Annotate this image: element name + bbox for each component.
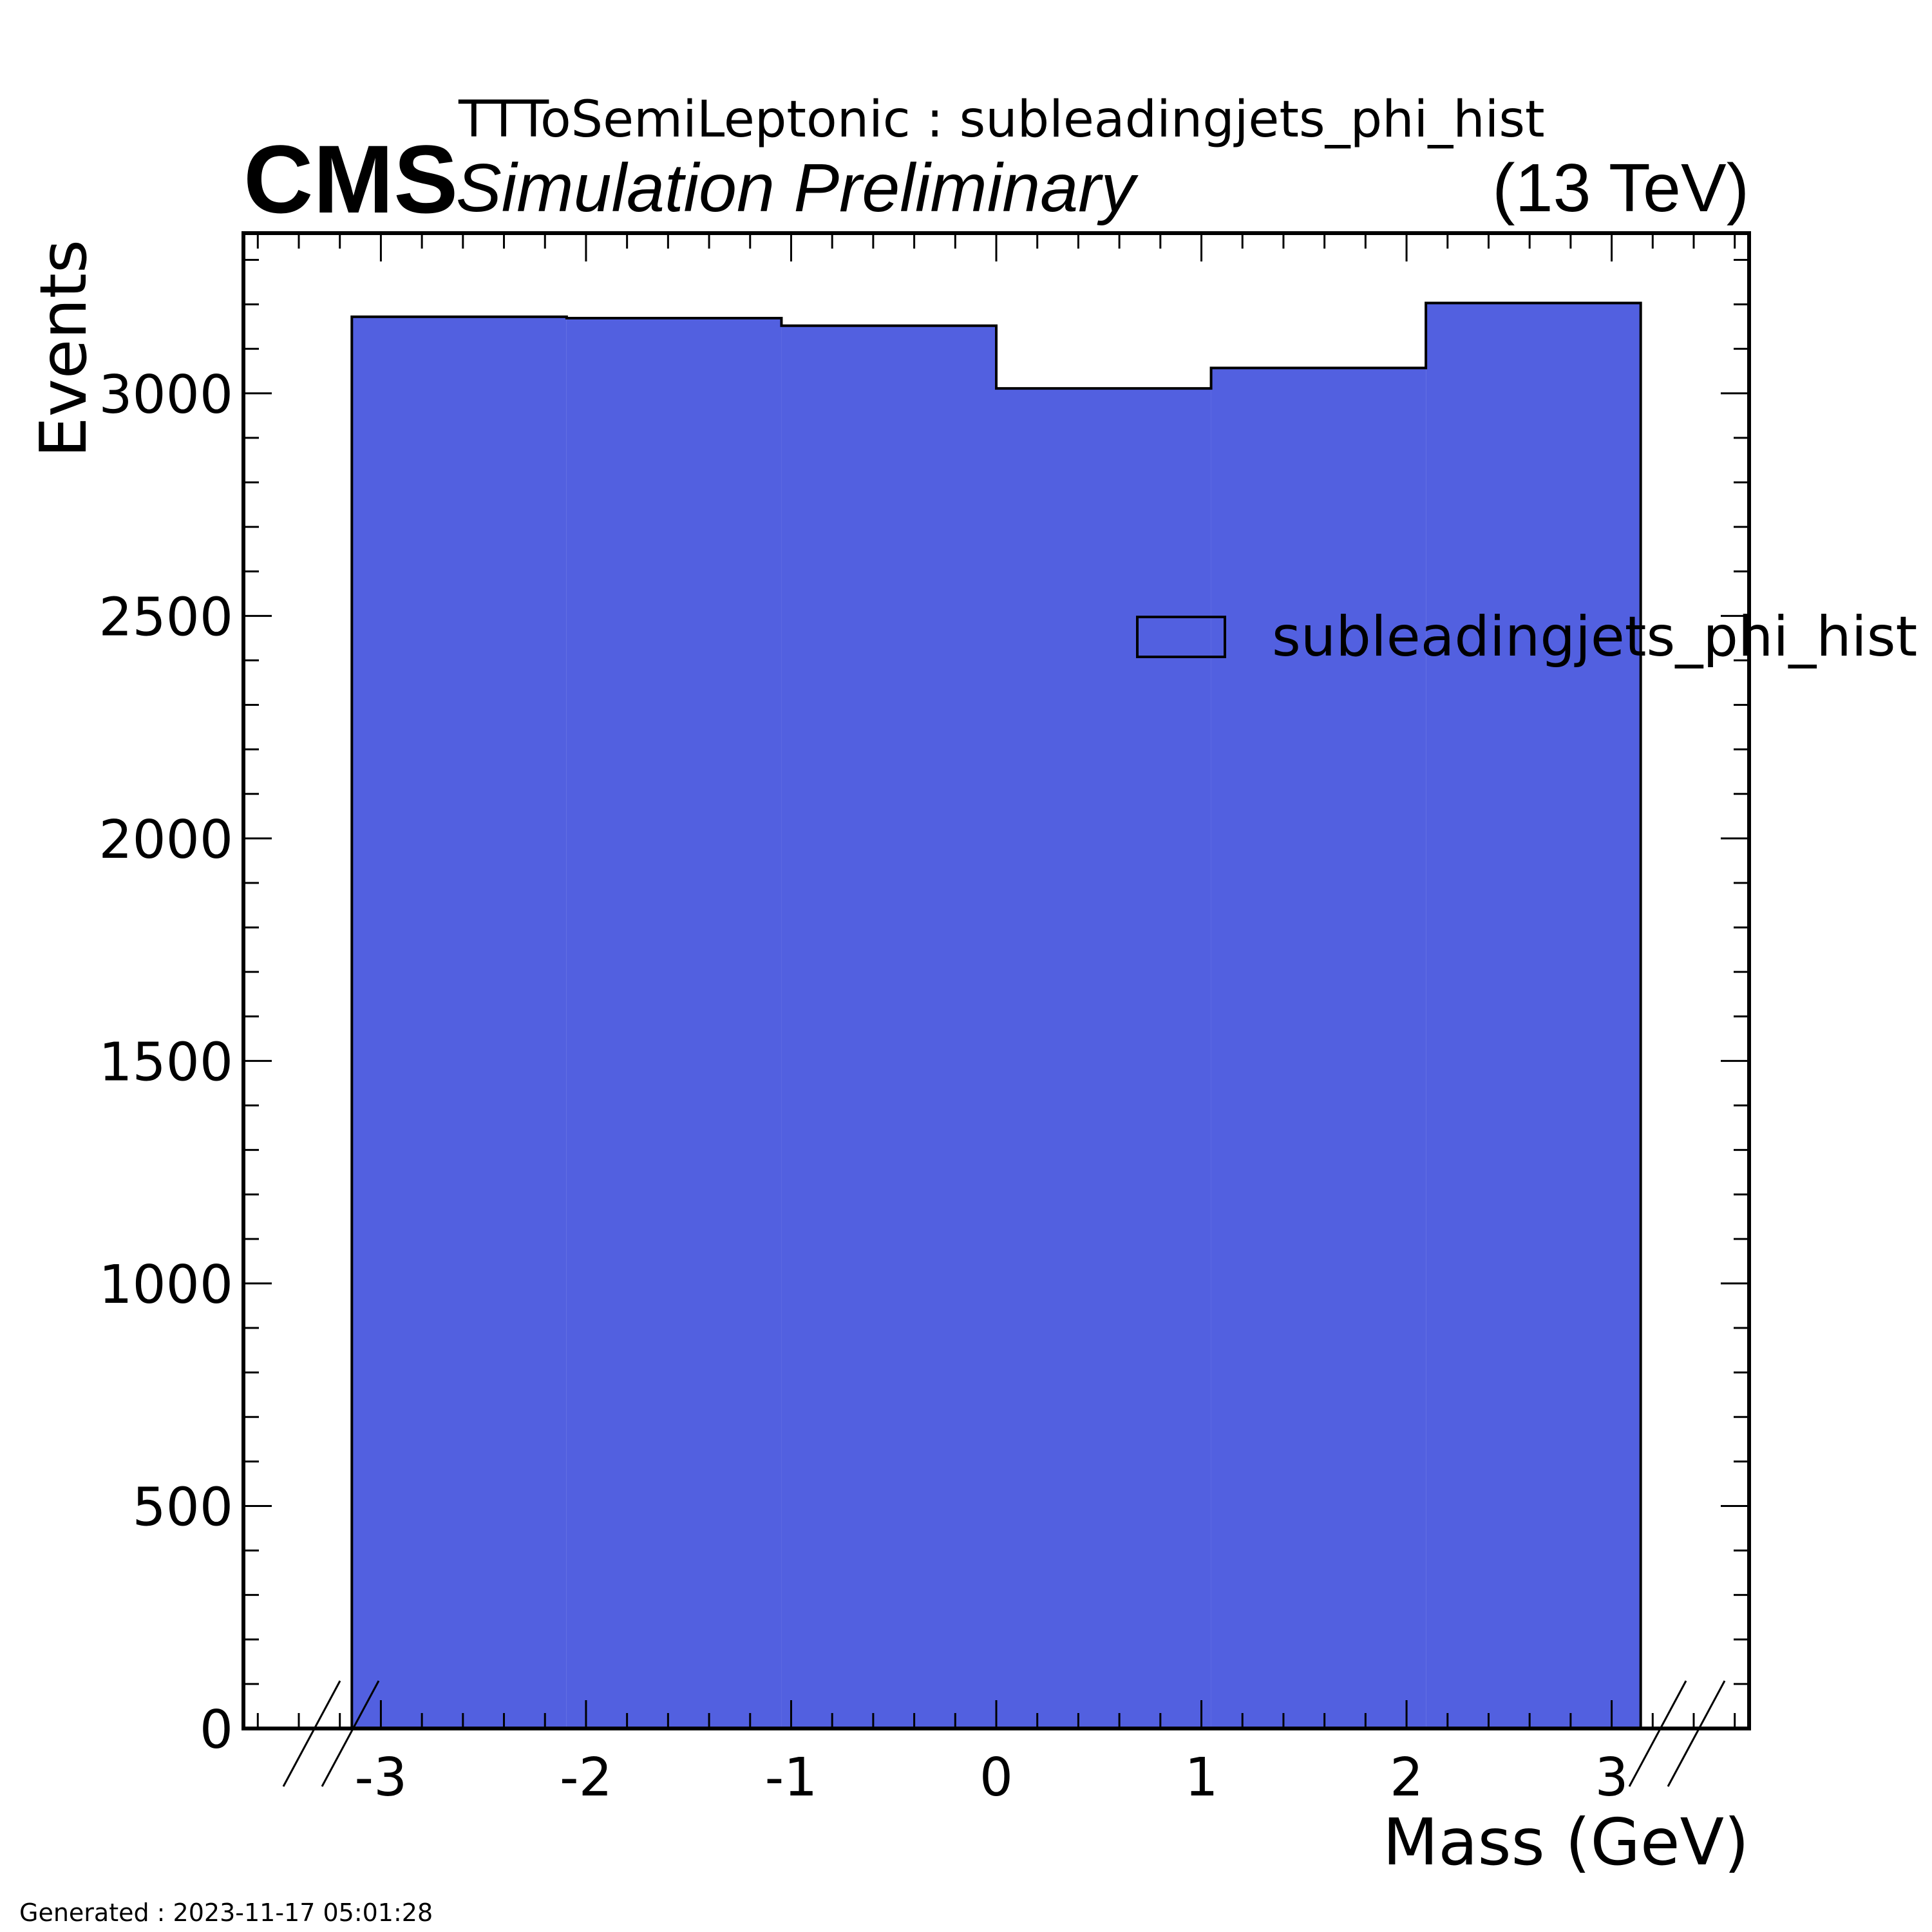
- status-label: Simulation Preliminary: [456, 150, 1139, 226]
- tick-labels: -3 -2 -1 0 1 2 3 0 500 1000 1500 2000 2500 3000: [99, 365, 1628, 1808]
- legend: subleadingjets_phi_hist: [1136, 605, 1917, 669]
- energy-label: (13 TeV): [1492, 150, 1749, 226]
- histogram-bar: [996, 388, 1211, 1729]
- axis-break-mark: [1667, 1680, 1726, 1787]
- histogram-outline: [350, 301, 1642, 1728]
- y-tick-label: 1000: [99, 1255, 233, 1316]
- histogram-bar: [352, 316, 567, 1729]
- chart-title: TTToSemiLeptonic : subleadingjets_phi_hi…: [458, 91, 1545, 149]
- x-tick-label: 3: [1595, 1747, 1629, 1808]
- y-tick-label: 500: [132, 1477, 233, 1538]
- cms-label: CMS: [243, 125, 458, 233]
- legend-swatch: [1136, 616, 1226, 658]
- axis-ticks: [243, 233, 1749, 1730]
- x-axis-label: Mass (GeV): [1383, 1804, 1749, 1880]
- histogram-bar: [566, 317, 782, 1728]
- y-axis-label: Events: [26, 240, 101, 458]
- x-tick-label: 2: [1390, 1747, 1423, 1808]
- legend-label: subleadingjets_phi_hist: [1272, 605, 1917, 669]
- axis-break-mark: [1628, 1680, 1687, 1787]
- axis-break-mark: [321, 1680, 380, 1787]
- histogram-bar: [781, 325, 996, 1728]
- y-tick-label: 1500: [99, 1032, 233, 1093]
- axis-break-marks: [282, 1680, 1726, 1787]
- y-tick-label: 2500: [99, 587, 233, 648]
- x-tick-label: -2: [560, 1747, 612, 1808]
- histogram-bar: [1211, 368, 1426, 1729]
- generated-timestamp: Generated : 2023-11-17 05:01:28: [19, 1899, 433, 1927]
- y-tick-label: 3000: [99, 365, 233, 426]
- y-tick-label: 0: [200, 1700, 233, 1761]
- x-tick-label: -3: [355, 1747, 408, 1808]
- x-tick-label: 0: [980, 1747, 1013, 1808]
- axis-break-mark: [282, 1680, 341, 1787]
- histogram-bar: [1426, 303, 1641, 1728]
- histogram-bars: [350, 301, 1642, 1729]
- x-tick-label: -1: [765, 1747, 818, 1808]
- y-tick-label: 2000: [99, 810, 233, 871]
- x-tick-label: 1: [1184, 1747, 1218, 1808]
